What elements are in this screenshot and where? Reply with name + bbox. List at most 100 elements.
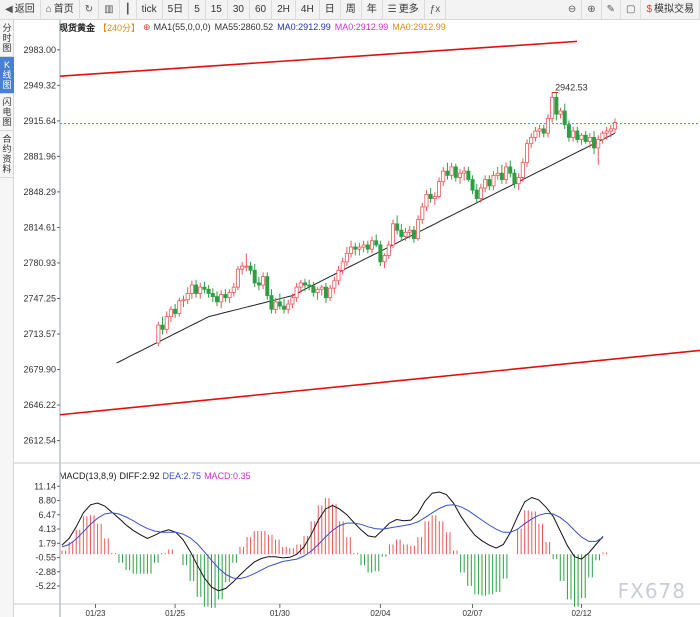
candle-body [210,293,215,298]
lower-channel-line [59,349,700,416]
candle-body [244,265,249,268]
candle-body [315,288,320,293]
candle-body [403,231,408,237]
y-tick-label: 2848.29 [23,187,56,197]
toolbar-button-更多[interactable]: ☰ 更多 [383,0,425,20]
candle-body [202,286,207,290]
candle-body [231,286,236,293]
toolbar-button-chart-type-icon[interactable]: ▥ [99,0,120,20]
toolbar-button-周[interactable]: 周 [341,0,362,20]
toolbar-button-返回[interactable]: ◀ 返回 [0,0,41,20]
candle-body [541,128,546,134]
x-tick-label: 01/23 [85,609,106,617]
candle-body [277,301,282,307]
candle-body [395,223,400,231]
macd-dea-label: DEA:2.75 [162,471,202,481]
candle-body [579,134,584,140]
macd-y-tick-label: 11.14 [34,481,56,491]
x-tick-label: 01/30 [270,609,291,617]
ma55-line [116,132,616,364]
candle-body [399,229,404,237]
toolbar-button-refresh-icon[interactable]: ↻ [80,0,100,20]
y-tick-label: 2983.00 [23,45,56,55]
candle-body [420,206,425,221]
toolbar-button-candle-icon[interactable]: ┃ [120,0,137,20]
toolbar-button-5日[interactable]: 5日 [163,0,190,20]
candle-body [478,187,483,199]
sidebar-item-3[interactable]: 合约资料 [0,131,14,178]
candle-body [252,269,257,284]
candle-body [240,265,245,270]
candle-body [596,139,601,149]
toolbar-label: 30 [232,3,244,15]
refresh-icon: ↻ [84,3,94,15]
ma-legend-item: MA0:2912.99 [277,22,331,32]
candle-body [432,196,437,199]
toolbar-button-首页[interactable]: ⌂ 首页 [41,0,80,20]
candle-body [453,166,458,178]
y-tick-label: 2612.54 [23,436,56,446]
add-indicator-icon[interactable]: ⊕ [143,21,151,32]
candle-body [613,122,618,130]
toolbar-button-4H[interactable]: 4H [296,0,320,20]
candle-body [261,276,266,286]
candle-body [357,246,362,250]
toolbar-button-2H[interactable]: 2H [272,0,296,20]
toolbar-button-15[interactable]: 15 [206,0,228,20]
back-icon: ◀ [5,3,13,15]
candle-body [512,172,517,185]
macd-dea-line [61,504,604,580]
toolbar-label: 年 [366,3,377,15]
candle-body [474,189,479,199]
candle-body [219,294,224,303]
period-label[interactable]: 【240分】 [98,22,141,33]
candle-body [319,286,324,290]
toolbar-button-zoom-icon[interactable]: ⊖ [563,0,583,20]
formula-icon: ƒx [429,3,441,15]
toolbar-label: 5日 [167,3,184,15]
candle-body [416,219,421,240]
toolbar-button-5[interactable]: 5 [189,0,206,20]
sidebar: 分时图 K线图 闪电图 合约资料 [0,20,14,617]
candle-body [428,193,433,199]
toolbar-button-日[interactable]: 日 [320,0,341,20]
candle-body [215,296,220,303]
candle-body [168,308,173,318]
toolbar-label: 日 [324,3,335,15]
crosshair-icon: ⊕ [587,3,596,15]
sidebar-item-1[interactable]: K线图 [0,57,14,94]
toolbar-button-tick[interactable]: tick [137,0,163,20]
candle-body [181,299,186,302]
toolbar-label: 更多 [398,3,419,15]
toolbar-button-draw-icon[interactable]: ✎ [602,0,621,20]
candle-body [600,132,605,140]
candle-body [499,172,504,180]
toolbar-button-formula-icon[interactable]: ƒx [425,0,447,20]
menu-icon: ☰ [387,3,397,15]
sidebar-item-2[interactable]: 闪电图 [0,94,14,131]
candle-body [298,282,303,288]
candle-body [457,172,462,178]
candle-body [583,134,588,142]
chart-type-icon: ▥ [104,3,114,15]
toolbar-button-window-icon[interactable]: ▢ [621,0,642,20]
macd-value-label: MACD:0.35 [204,471,251,481]
candle-body [545,117,550,134]
candle-body [269,295,274,310]
sidebar-item-0[interactable]: 分时图 [0,20,14,57]
macd-y-tick-label: 1.79 [38,538,56,548]
toolbar-button-年[interactable]: 年 [362,0,383,20]
candle-body [445,170,450,176]
candle-body [470,179,475,191]
candle-body [256,282,261,286]
candle-body [390,223,395,246]
y-tick-label: 2713.57 [23,329,56,339]
toolbar-button-30[interactable]: 30 [228,0,250,20]
candle-body [407,229,412,233]
macd-y-tick-label: 4.13 [38,524,56,534]
toolbar-button-60[interactable]: 60 [250,0,273,20]
candle-body [156,324,161,344]
toolbar-button-crosshair-icon[interactable]: ⊕ [582,0,602,20]
macd-y-tick-label: -5.22 [35,581,56,591]
